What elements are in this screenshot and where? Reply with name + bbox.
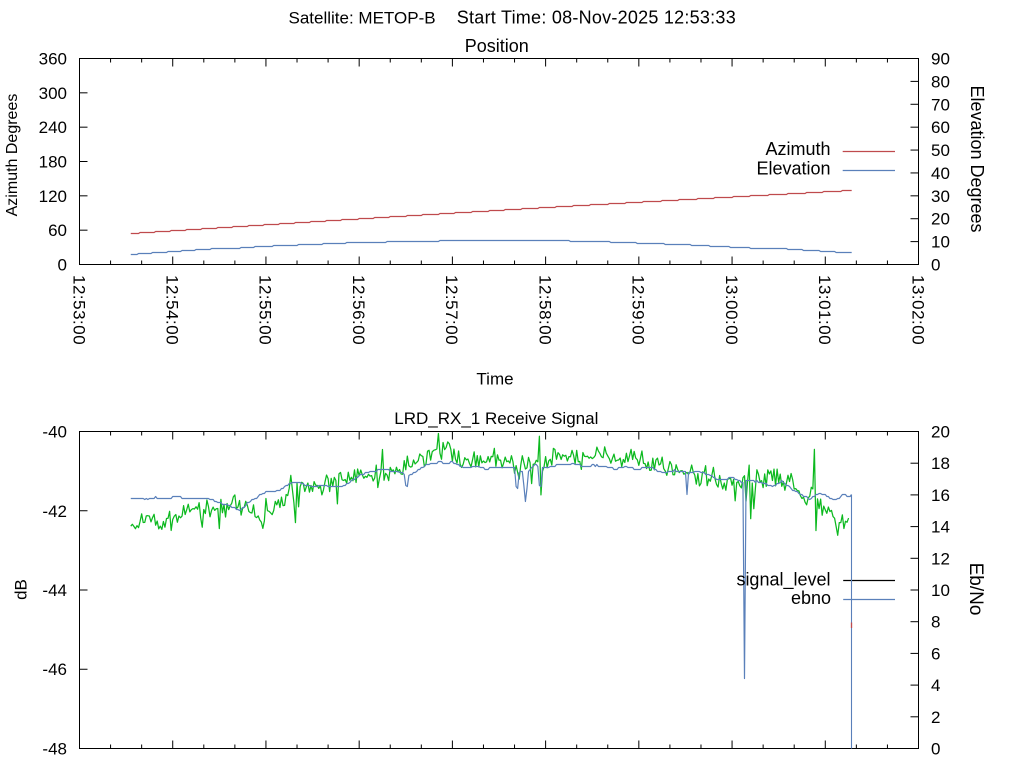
svg-text:Elevation Degrees: Elevation Degrees	[967, 85, 987, 232]
svg-text:LRD_RX_1 Receive Signal: LRD_RX_1 Receive Signal	[394, 409, 598, 428]
svg-text:90: 90	[931, 50, 950, 69]
svg-text:50: 50	[931, 141, 950, 160]
svg-text:30: 30	[931, 187, 950, 206]
svg-text:13:02:00: 13:02:00	[908, 275, 927, 345]
svg-text:-48: -48	[42, 740, 67, 759]
svg-text:13:00:00: 13:00:00	[722, 275, 741, 345]
svg-text:12:56:00: 12:56:00	[349, 275, 368, 345]
svg-text:12:53:00: 12:53:00	[69, 275, 88, 345]
svg-text:Eb/No: Eb/No	[965, 563, 986, 616]
svg-text:-42: -42	[42, 502, 67, 521]
svg-text:0: 0	[931, 256, 940, 275]
svg-text:signal_level: signal_level	[736, 570, 830, 591]
svg-text:20: 20	[931, 423, 950, 442]
svg-text:80: 80	[931, 72, 950, 91]
svg-text:12:59:00: 12:59:00	[629, 275, 648, 345]
svg-text:Azimuth: Azimuth	[765, 139, 830, 159]
svg-text:360: 360	[39, 50, 67, 69]
svg-text:16: 16	[931, 486, 950, 505]
svg-text:4: 4	[931, 676, 940, 695]
svg-text:-40: -40	[42, 423, 67, 442]
svg-text:ebno: ebno	[791, 588, 831, 608]
svg-text:10: 10	[931, 233, 950, 252]
svg-text:Elevation: Elevation	[756, 159, 830, 179]
svg-text:70: 70	[931, 95, 950, 114]
svg-text:Azimuth Degrees: Azimuth Degrees	[4, 94, 21, 217]
svg-text:20: 20	[931, 210, 950, 229]
svg-text:12:54:00: 12:54:00	[163, 275, 182, 345]
svg-text:40: 40	[931, 164, 950, 183]
svg-text:Position: Position	[465, 36, 529, 56]
svg-text:240: 240	[39, 118, 67, 137]
svg-text:2: 2	[931, 708, 940, 727]
svg-text:18: 18	[931, 454, 950, 473]
svg-text:12:55:00: 12:55:00	[256, 275, 275, 345]
svg-text:Satellite: METOP-B: Satellite: METOP-B	[289, 9, 436, 28]
svg-text:60: 60	[48, 221, 67, 240]
svg-text:13:01:00: 13:01:00	[815, 275, 834, 345]
svg-text:12:58:00: 12:58:00	[535, 275, 554, 345]
svg-text:8: 8	[931, 613, 940, 632]
svg-text:Time: Time	[476, 370, 513, 389]
svg-text:12:57:00: 12:57:00	[442, 275, 461, 345]
svg-text:dB: dB	[12, 579, 31, 600]
svg-text:120: 120	[39, 187, 67, 206]
svg-text:300: 300	[39, 84, 67, 103]
svg-text:12: 12	[931, 549, 950, 568]
svg-text:60: 60	[931, 118, 950, 137]
svg-text:180: 180	[39, 153, 67, 172]
svg-text:14: 14	[931, 518, 950, 537]
svg-text:0: 0	[931, 740, 940, 759]
svg-text:-44: -44	[42, 581, 67, 600]
svg-text:10: 10	[931, 581, 950, 600]
svg-text:-46: -46	[42, 660, 67, 679]
svg-text:0: 0	[58, 256, 67, 275]
svg-text:Start Time: 08-Nov-2025 12:53:: Start Time: 08-Nov-2025 12:53:33	[457, 8, 736, 28]
svg-text:6: 6	[931, 644, 940, 663]
